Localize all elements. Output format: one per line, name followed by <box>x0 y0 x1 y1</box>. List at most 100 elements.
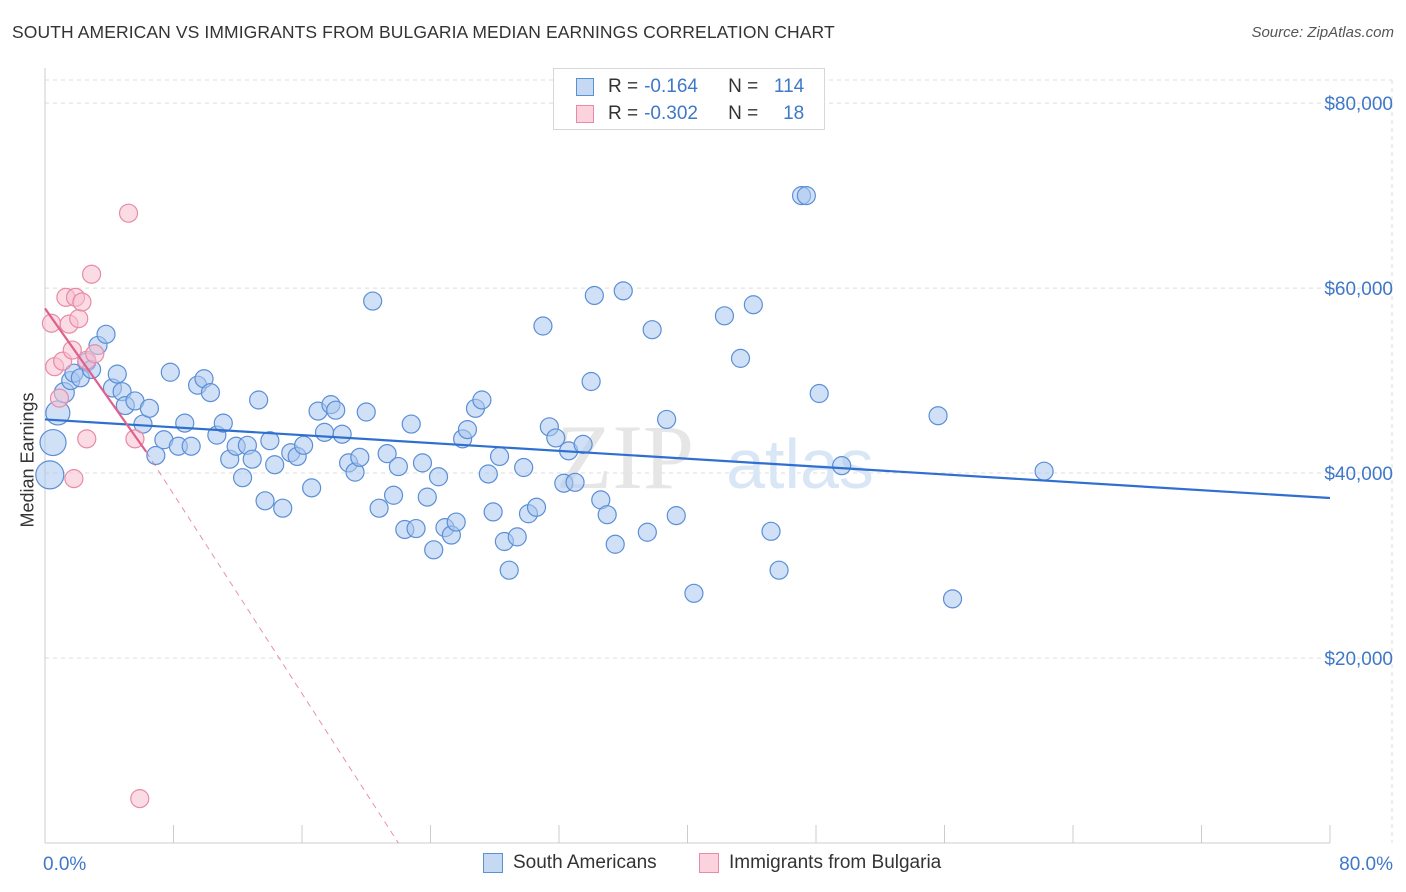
data-point-south-american <box>546 428 566 448</box>
data-point-south-american <box>363 291 383 311</box>
data-point-south-american <box>499 560 519 580</box>
data-point-south-american <box>743 295 763 315</box>
data-point-bulgaria <box>64 469 84 489</box>
data-point-south-american <box>483 502 503 522</box>
data-point-bulgaria <box>85 344 105 364</box>
data-point-south-american <box>809 383 829 404</box>
data-point-south-american <box>533 316 553 336</box>
data-point-south-american <box>761 521 781 541</box>
data-point-south-american <box>472 390 492 410</box>
data-point-south-american <box>642 320 662 340</box>
data-point-south-american <box>796 186 816 206</box>
data-point-south-american <box>657 409 677 430</box>
data-point-south-american <box>107 364 127 384</box>
y-tick-label: $40,000 <box>1324 464 1393 485</box>
data-point-south-american <box>139 398 160 418</box>
legend-label: Immigrants from Bulgaria <box>729 852 942 873</box>
data-point-south-american <box>489 446 510 467</box>
data-point-south-american <box>832 456 852 476</box>
data-point-south-american <box>232 468 253 488</box>
stats-row-south-americans: R = -0.164 N = 114 <box>576 75 804 99</box>
data-point-south-american <box>326 400 346 420</box>
data-point-south-american <box>96 324 116 344</box>
legend-item-bulgaria[interactable]: Immigrants from Bulgaria <box>699 852 941 874</box>
trend-line-bulgaria-extension <box>145 451 399 844</box>
data-point-south-american <box>314 422 335 442</box>
n-value: 18 <box>783 103 805 124</box>
data-point-bulgaria <box>81 264 102 284</box>
data-point-south-american <box>213 413 233 433</box>
data-point-south-american <box>265 455 285 475</box>
data-point-south-american <box>581 371 601 392</box>
data-point-south-american <box>573 434 593 454</box>
data-point-south-american <box>565 472 585 492</box>
trend-line-south-americans <box>44 418 1331 500</box>
data-point-south-american <box>383 485 404 505</box>
n-label: N = <box>728 76 759 97</box>
data-point-south-american <box>377 444 397 464</box>
data-point-south-american <box>928 406 948 426</box>
stats-row-bulgaria: R = -0.302 N = 18 <box>576 102 804 126</box>
data-point-south-american <box>613 281 633 301</box>
data-point-south-american <box>332 424 352 444</box>
x-tick-label-max: 80.0% <box>1339 854 1393 875</box>
legend-swatch-blue <box>483 853 503 873</box>
data-point-south-american <box>294 435 314 455</box>
data-point-south-american <box>260 431 280 451</box>
data-point-south-american <box>35 460 65 490</box>
y-tick-label: $60,000 <box>1324 279 1393 300</box>
data-point-south-american <box>401 414 421 434</box>
data-point-south-american <box>526 497 547 517</box>
data-point-south-american <box>417 487 437 507</box>
series-legend: South Americans Immigrants from Bulgaria <box>0 852 1406 876</box>
data-point-bulgaria <box>72 292 92 312</box>
data-point-south-american <box>428 467 449 487</box>
data-point-south-american <box>39 428 67 457</box>
grid-lines <box>45 79 1393 843</box>
n-label: N = <box>728 103 759 124</box>
data-point-south-american <box>388 456 408 477</box>
data-point-south-american <box>412 453 433 473</box>
r-value: -0.302 <box>644 103 698 124</box>
chart-title: SOUTH AMERICAN VS IMMIGRANTS FROM BULGAR… <box>12 22 835 42</box>
data-point-south-american <box>146 445 166 466</box>
data-point-bulgaria <box>118 203 139 223</box>
data-point-south-american <box>942 589 963 609</box>
data-point-south-american <box>605 534 625 554</box>
data-point-south-american <box>457 419 478 440</box>
r-label: R = <box>608 76 639 97</box>
data-point-south-american <box>160 362 180 382</box>
legend-swatch-blue <box>576 78 594 96</box>
legend-item-south-americans[interactable]: South Americans <box>483 852 657 874</box>
stats-legend: R = -0.164 N = 114 R = -0.302 N = 18 <box>553 68 825 130</box>
data-point-south-american <box>369 498 389 518</box>
r-label: R = <box>608 103 639 124</box>
axes <box>44 68 1331 844</box>
data-point-south-american <box>356 402 376 422</box>
series-immigrants-bulgaria <box>41 203 150 809</box>
n-value: 114 <box>773 76 805 97</box>
data-point-south-american <box>446 512 466 532</box>
data-point-south-american <box>255 491 275 511</box>
data-point-south-american <box>769 560 789 580</box>
legend-swatch-pink <box>699 853 719 873</box>
trend-line-bulgaria <box>44 307 148 453</box>
data-point-south-american <box>249 390 269 410</box>
data-point-south-american <box>1034 461 1054 481</box>
y-tick-label: $80,000 <box>1324 94 1393 115</box>
data-point-south-american <box>507 527 527 547</box>
data-point-south-american <box>273 498 293 518</box>
data-point-south-american <box>302 478 322 498</box>
data-point-south-american <box>730 348 751 368</box>
data-point-south-american <box>584 285 604 306</box>
data-point-south-american <box>424 540 444 560</box>
data-point-south-american <box>478 464 498 484</box>
tick-labels: $20,000 $40,000 $60,000 $80,000 0.0% 80.0% <box>43 94 1393 875</box>
data-point-bulgaria <box>130 789 150 809</box>
series-south-americans <box>35 186 1054 609</box>
y-tick-label: $20,000 <box>1324 649 1393 670</box>
trend-lines <box>44 307 1331 844</box>
watermark-atlas: atlas <box>726 425 874 503</box>
legend-label: South Americans <box>513 852 657 873</box>
